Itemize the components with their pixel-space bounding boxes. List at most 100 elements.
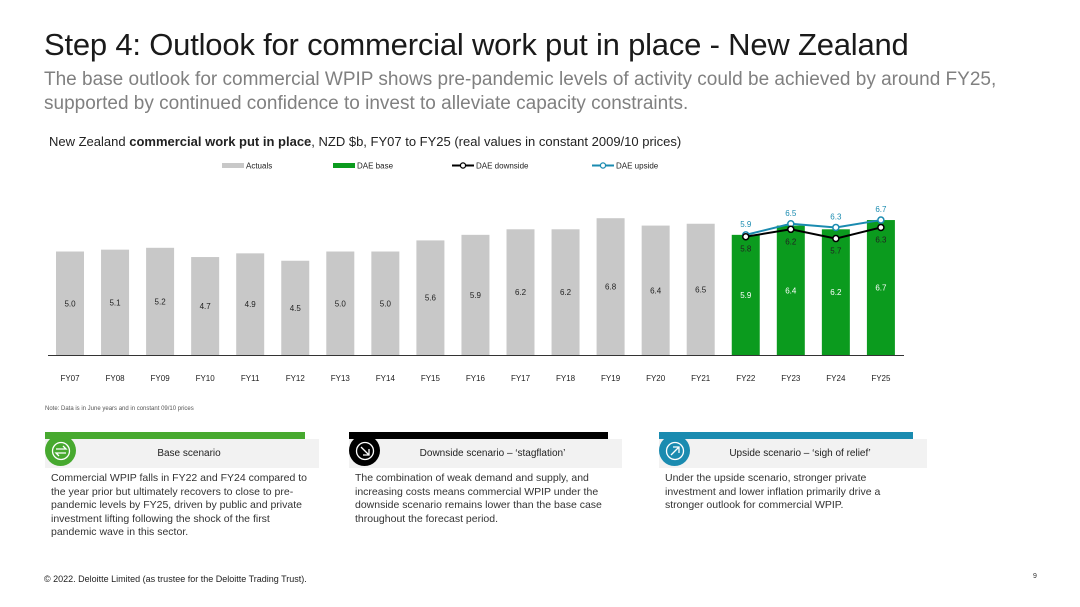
x-tick-label: FY17	[511, 374, 531, 383]
chart-title-prefix: New Zealand	[49, 134, 130, 149]
bar-value-label: 5.9	[470, 291, 482, 300]
legend-marker	[459, 162, 467, 169]
card-accent-bar	[349, 432, 608, 439]
actual-bar	[371, 251, 400, 355]
base-bar	[866, 220, 895, 355]
legend-label: DAE base	[357, 162, 394, 171]
legend-swatch	[222, 163, 244, 168]
downside-scenario-card: Downside scenario – ‘stagflation’ The co…	[349, 432, 622, 582]
actual-bar	[551, 229, 580, 355]
actual-bar	[506, 229, 535, 355]
x-tick-label: FY14	[376, 374, 396, 383]
x-tick-label: FY22	[736, 374, 756, 383]
bar-value-label: 5.1	[109, 298, 121, 307]
actual-bar	[56, 251, 84, 355]
x-tick-label: FY23	[781, 374, 801, 383]
bar-value-label: 6.2	[560, 288, 572, 297]
card-header: Downside scenario – ‘stagflation’	[349, 439, 622, 468]
actual-bar	[236, 253, 265, 355]
actual-bar	[281, 260, 310, 355]
x-tick-label: FY24	[826, 374, 846, 383]
upside-value-label: 6.5	[785, 209, 797, 218]
upside-point	[877, 216, 885, 224]
card-accent-bar	[45, 432, 305, 439]
upside-value-label: 6.3	[830, 212, 842, 221]
bar-value-label: 4.5	[290, 304, 302, 313]
chart-title: New Zealand commercial work put in place…	[49, 134, 681, 149]
actual-bar	[326, 251, 355, 355]
base-bar	[821, 229, 850, 355]
actual-bar	[416, 240, 445, 355]
actual-bar	[101, 249, 130, 355]
downside-value-label: 6.2	[785, 237, 797, 246]
actual-bar	[146, 247, 175, 355]
x-tick-label: FY19	[601, 374, 621, 383]
bar-value-label: 6.4	[650, 286, 662, 295]
x-tick-label: FY10	[196, 374, 216, 383]
bar-chart: Actuals DAE base DAE downside DAE upside 5.0…	[48, 162, 904, 383]
arrow-up-right-icon	[659, 435, 690, 466]
legend-label: DAE upside	[616, 162, 659, 171]
bar-value-label: 4.7	[200, 302, 212, 311]
bar-value-label: 5.9	[740, 291, 752, 300]
chart-title-bold: commercial work put in place	[129, 134, 312, 149]
bar-value-label: 6.2	[515, 288, 527, 297]
downside-point	[877, 223, 885, 232]
upside-value-label: 5.9	[740, 220, 752, 229]
card-accent-bar	[659, 432, 913, 439]
downside-value-label: 5.7	[830, 247, 842, 256]
card-text: Under the upside scenario, stronger priv…	[665, 472, 881, 511]
bar-value-label: 6.7	[875, 284, 887, 293]
card-text: The combination of weak demand and suppl…	[355, 472, 602, 525]
card-title: Base scenario	[157, 448, 221, 459]
downside-value-label: 5.8	[740, 245, 752, 254]
bar-value-label: 5.0	[64, 299, 76, 308]
card-title: Downside scenario – ‘stagflation’	[419, 448, 566, 459]
actual-bar	[596, 218, 625, 355]
base-bar	[776, 225, 805, 355]
upside-scenario-card: Upside scenario – ‘sigh of relief’ Under…	[659, 432, 927, 582]
upside-value-label: 6.7	[875, 205, 887, 214]
bar-value-label: 6.4	[785, 286, 797, 295]
actual-bar	[641, 225, 670, 355]
arrow-down-right-icon	[349, 435, 380, 466]
bar-value-label: 6.8	[605, 283, 617, 292]
legend-label: DAE downside	[476, 162, 529, 171]
legend-swatch	[333, 163, 355, 168]
x-tick-label: FY25	[871, 374, 891, 383]
page-subtitle: The base outlook for commercial WPIP sho…	[44, 69, 997, 114]
upside-point	[832, 223, 840, 232]
bar-value-label: 5.0	[335, 299, 347, 308]
downside-point	[787, 225, 795, 234]
card-text: Commercial WPIP falls in FY22 and FY24 c…	[51, 472, 307, 538]
downside-point	[832, 234, 840, 243]
card-title: Upside scenario – ‘sigh of relief’	[729, 448, 871, 459]
x-tick-label: FY07	[60, 374, 80, 383]
x-tick-label: FY08	[105, 374, 125, 383]
x-tick-label: FY09	[151, 374, 171, 383]
downside-value-label: 6.3	[875, 235, 887, 244]
x-tick-label: FY18	[556, 374, 576, 383]
card-header: Base scenario	[45, 439, 319, 468]
downside-point	[742, 232, 750, 241]
legend-label: Actuals	[246, 162, 272, 171]
chart-title-suffix: , NZD $b, FY07 to FY25 (real values in c…	[311, 134, 682, 149]
x-tick-label: FY13	[331, 374, 351, 383]
base-scenario-card: Base scenario Commercial WPIP falls in F…	[45, 432, 319, 582]
card-header: Upside scenario – ‘sigh of relief’	[659, 439, 927, 468]
actual-bar	[461, 234, 490, 355]
x-tick-label: FY12	[286, 374, 306, 383]
legend-marker	[599, 162, 607, 169]
page-title: Step 4: Outlook for commercial work put …	[44, 27, 909, 62]
swap-arrows-icon	[45, 435, 76, 466]
chart-note: Note: Data is in June years and in const…	[45, 406, 194, 412]
footer-copyright: © 2022. Deloitte Limited (as trustee for…	[44, 574, 307, 584]
page-number: 9	[1033, 573, 1037, 580]
x-tick-label: FY16	[466, 374, 486, 383]
bar-value-label: 6.2	[830, 288, 842, 297]
bar-value-label: 4.9	[245, 300, 257, 309]
x-tick-label: FY15	[421, 374, 441, 383]
bar-value-label: 5.6	[425, 294, 437, 303]
actual-bar	[191, 257, 220, 355]
upside-line	[745, 219, 882, 236]
